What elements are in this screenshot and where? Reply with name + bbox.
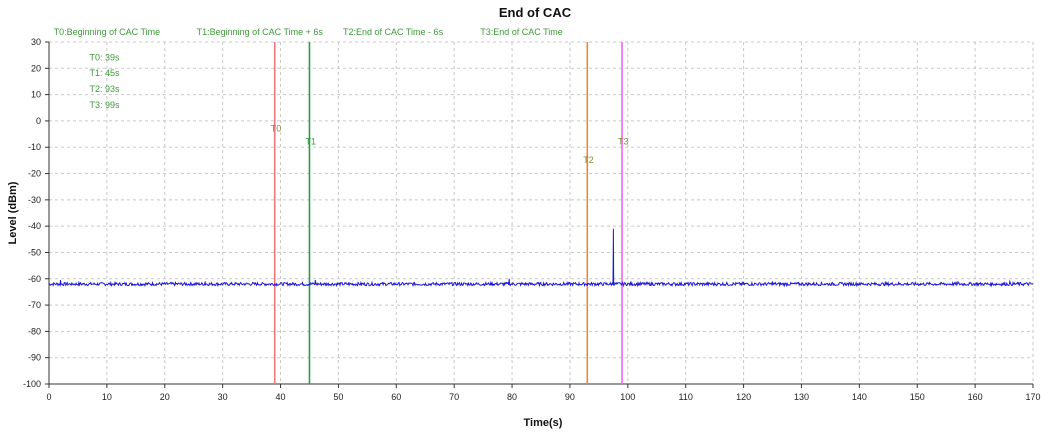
y-tick-label: 0 [36, 116, 41, 126]
x-tick-label: 140 [852, 392, 867, 402]
y-tick-label: -50 [28, 247, 41, 257]
annotation-text-0: T0: 39s [90, 52, 121, 62]
x-tick-label: 10 [102, 392, 112, 402]
y-tick-label: -90 [28, 353, 41, 363]
annotation-text-3: T3: 99s [90, 100, 121, 110]
marker-label-t2: T2 [583, 155, 594, 165]
x-tick-label: 150 [910, 392, 925, 402]
x-tick-label: 100 [620, 392, 635, 402]
marker-label-t0: T0 [271, 123, 282, 133]
legend-text-1: T1:Beginning of CAC Time + 6s [197, 27, 324, 37]
x-tick-label: 170 [1025, 392, 1040, 402]
legend-text-3: T3:End of CAC Time [480, 27, 563, 37]
legend-text-0: T0:Beginning of CAC Time [54, 27, 161, 37]
y-tick-label: -20 [28, 169, 41, 179]
y-tick-label: 10 [31, 90, 41, 100]
x-tick-label: 70 [449, 392, 459, 402]
x-tick-label: 40 [276, 392, 286, 402]
x-tick-label: 90 [565, 392, 575, 402]
x-tick-label: 110 [679, 392, 693, 402]
x-tick-label: 20 [160, 392, 170, 402]
annotation-text-1: T1: 45s [90, 68, 121, 78]
x-axis-label: Time(s) [524, 417, 563, 429]
y-tick-label: -80 [28, 326, 41, 336]
y-tick-label: -100 [23, 379, 41, 389]
series-line-0 [48, 228, 1034, 288]
series-layer [48, 228, 1034, 288]
y-tick-label: -40 [28, 221, 41, 231]
legend-text-2: T2:End of CAC Time - 6s [343, 27, 444, 37]
chart-title: End of CAC [499, 5, 572, 20]
x-tick-label: 130 [794, 392, 809, 402]
annotation-text-2: T2: 93s [90, 84, 121, 94]
x-tick-label: 80 [507, 392, 517, 402]
x-tick-label: 160 [968, 392, 983, 402]
marker-label-t1: T1 [305, 137, 316, 147]
y-tick-label: -60 [28, 274, 41, 284]
y-tick-label: 20 [31, 63, 41, 73]
y-tick-label: -30 [28, 195, 41, 205]
marker-layer [273, 42, 623, 384]
y-tick-label: -10 [28, 142, 41, 152]
x-tick-label: 120 [736, 392, 751, 402]
x-tick-label: 50 [333, 392, 343, 402]
x-tick-label: 0 [46, 392, 51, 402]
y-tick-label: -70 [28, 300, 41, 310]
x-tick-label: 60 [391, 392, 401, 402]
marker-label-t3: T3 [618, 137, 629, 147]
grid-layer [49, 41, 1034, 384]
x-tick-label: 30 [218, 392, 228, 402]
y-tick-label: 30 [31, 37, 41, 47]
annotation-layer: T0:Beginning of CAC Time T1:Beginning of … [54, 27, 629, 165]
y-axis-label: Level (dBm) [7, 181, 19, 244]
